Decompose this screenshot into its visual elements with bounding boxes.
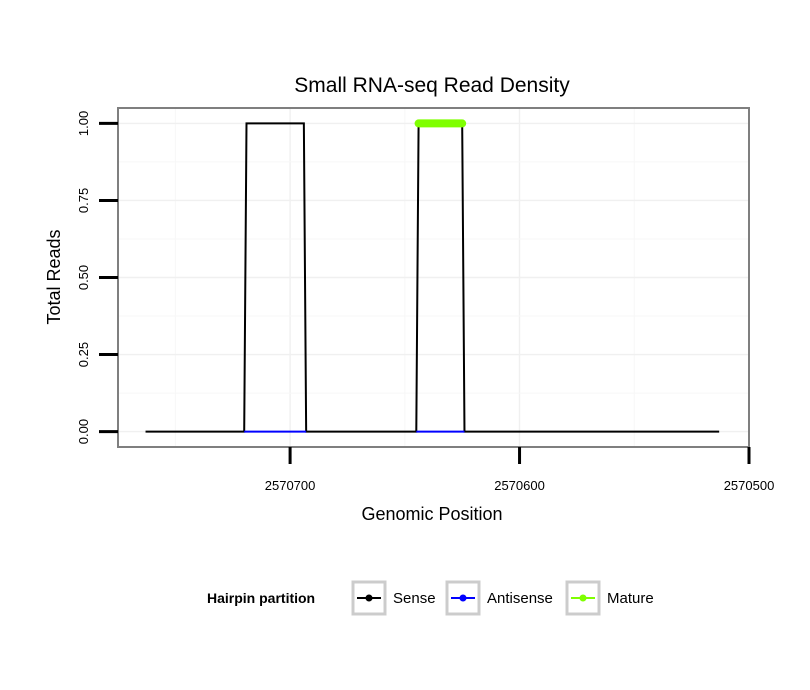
y-tick-label: 0.75: [76, 188, 91, 213]
x-tick-label: 2570600: [494, 478, 545, 493]
axes: 2570700 2570600 2570500 0.00 0.25 0.50 0.75 1.0…: [76, 111, 774, 493]
legend-key-point: [579, 594, 587, 602]
y-tick-label: 0.25: [76, 342, 91, 367]
legend-label: Antisense: [487, 590, 553, 607]
legend-item-antisense: Antisense: [445, 580, 553, 616]
legend-label: Sense: [393, 590, 436, 607]
legend-items: Sense Antisense Mature: [351, 580, 654, 616]
y-axis-title: Total Reads: [44, 229, 64, 324]
legend-item-sense: Sense: [351, 580, 436, 616]
legend-label: Mature: [607, 590, 654, 607]
legend-item-mature: Mature: [565, 580, 654, 616]
chart-title: Small RNA-seq Read Density: [294, 74, 570, 97]
legend-key-point: [365, 594, 373, 602]
mature-point: [458, 119, 466, 127]
legend-key-point: [459, 594, 467, 602]
y-tick-label: 0.00: [76, 419, 91, 444]
series-sense: [145, 122, 720, 433]
legend-title: Hairpin partition: [207, 590, 315, 606]
x-axis-title: Genomic Position: [361, 504, 502, 524]
series-mature: [414, 119, 467, 128]
y-tick-label: 1.00: [76, 111, 91, 136]
legend: Hairpin partition Sense Antisense Mature: [207, 580, 654, 616]
x-tick-label: 2570700: [265, 478, 316, 493]
x-tick-label: 2570500: [724, 478, 775, 493]
data-series: [145, 119, 720, 433]
y-tick-label: 0.50: [76, 265, 91, 290]
